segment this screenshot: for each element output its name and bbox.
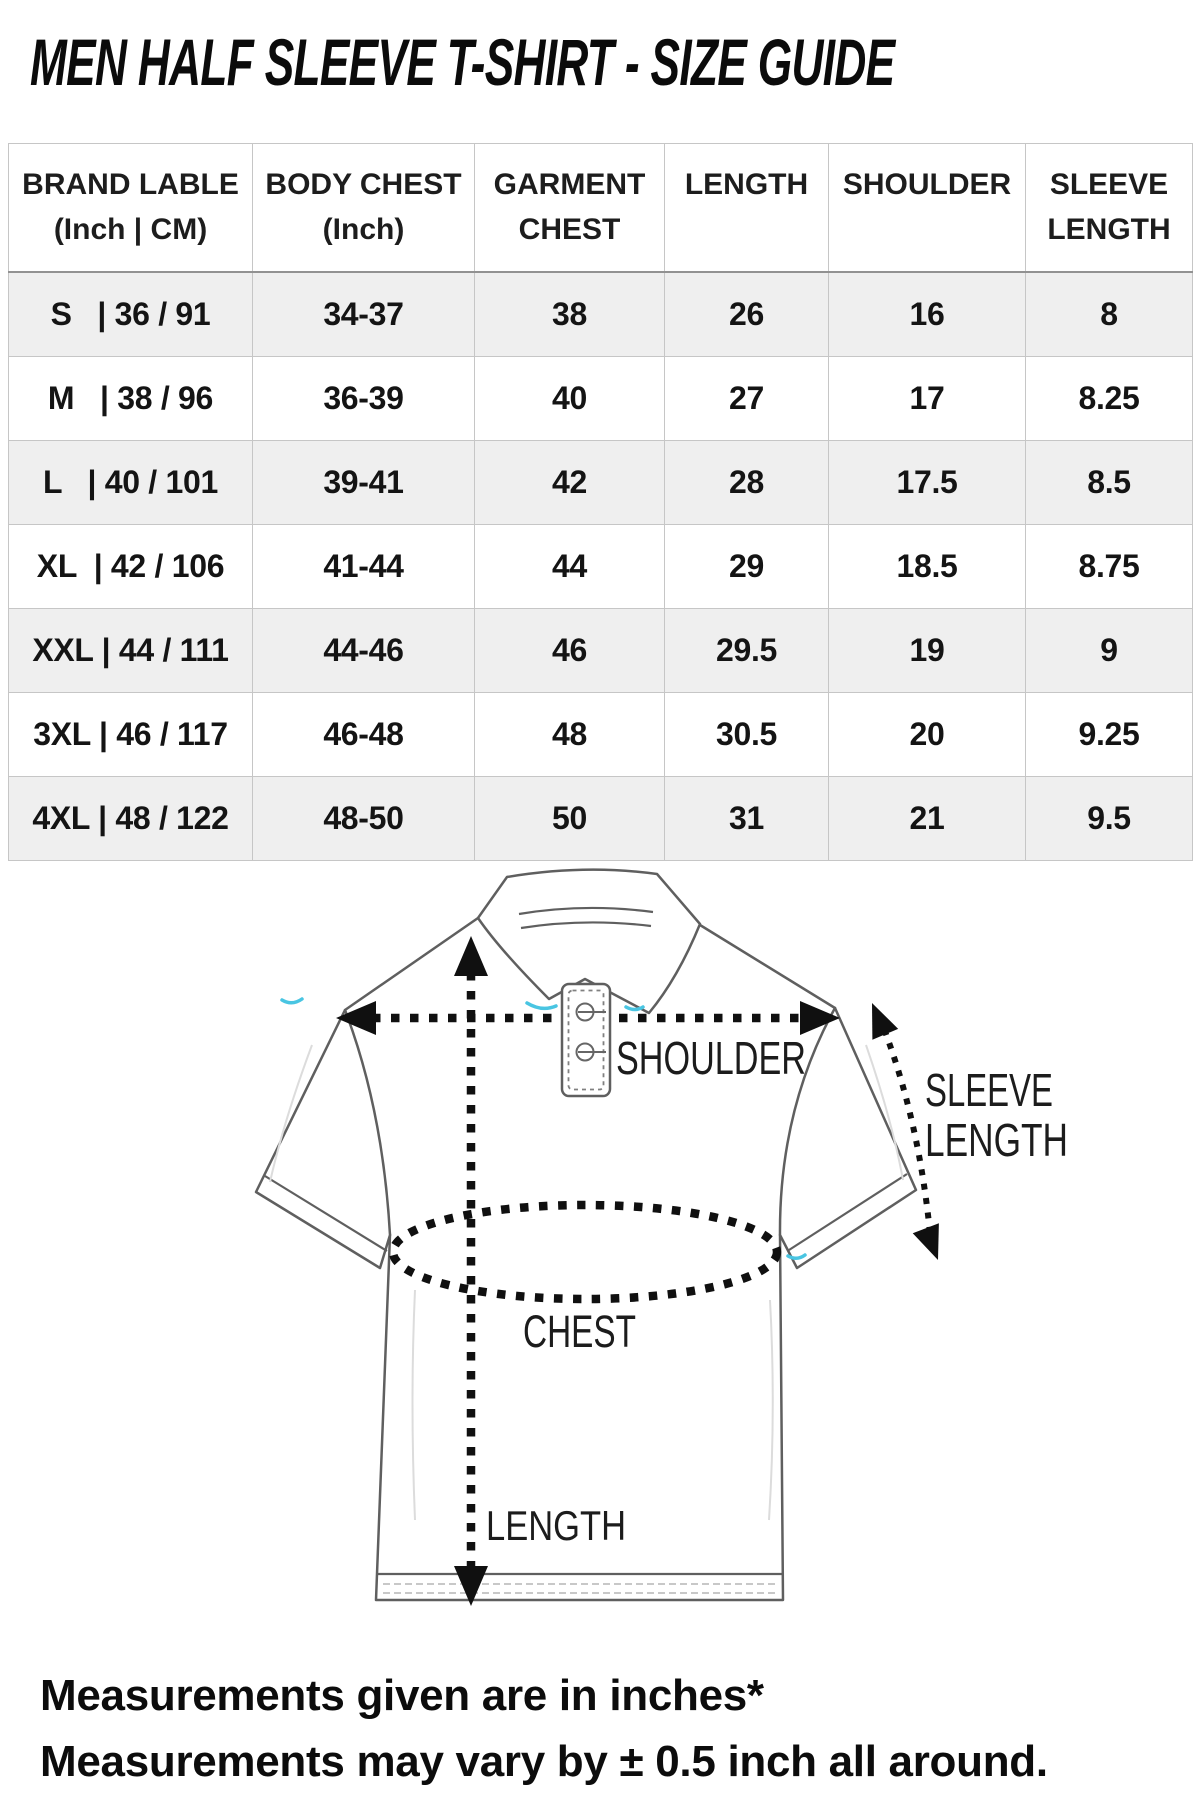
sleeve-length-label-line2: LENGTH: [925, 1114, 1068, 1166]
cell: 9: [1025, 608, 1193, 693]
cell: 42: [474, 440, 665, 525]
right-sleeve: [778, 1006, 918, 1270]
cell: 31: [664, 776, 829, 861]
cell: 18.5: [828, 524, 1026, 609]
polo-shirt-drawing: [254, 868, 918, 1602]
cell: XL | 42 / 106: [8, 524, 253, 609]
sleeve-length-label-line1: SLEEVE: [925, 1064, 1053, 1116]
cell: 50: [474, 776, 665, 861]
header-cell-shoulder: SHOULDER: [828, 143, 1026, 273]
table-row-xxl: XXL | 44 / 111 44-46 46 29.5 19 9: [8, 608, 1193, 693]
chest-ellipse: [388, 1200, 782, 1304]
cell: M | 38 / 96: [8, 356, 253, 441]
cyan-accent-marks: [280, 997, 807, 1260]
cell: 29.5: [664, 608, 829, 693]
cell: 17.5: [828, 440, 1026, 525]
left-sleeve: [254, 1008, 392, 1270]
header-cell-length: LENGTH: [664, 143, 829, 273]
cell: 34-37: [252, 271, 475, 357]
sleeve-length-arrow: [876, 1014, 934, 1245]
length-label: LENGTH: [486, 1502, 626, 1549]
cell: 26: [664, 271, 829, 357]
header-line1: BRAND LABLE: [22, 168, 239, 201]
header-cell-sleeve-length: SLEEVE LENGTH: [1025, 143, 1193, 273]
page-title: MEN HALF SLEEVE T-SHIRT - SIZE GUIDE: [30, 25, 895, 99]
header-cell-garment-chest: GARMENT CHEST: [474, 143, 665, 273]
header-line2: (Inch | CM): [53, 213, 208, 246]
cell: 17: [828, 356, 1026, 441]
header-line2: LENGTH: [1047, 213, 1171, 246]
cell: 21: [828, 776, 1026, 861]
cell: 3XL | 46 / 117: [8, 692, 253, 777]
cell: 30.5: [664, 692, 829, 777]
header-line1: BODY CHEST: [265, 168, 462, 201]
cell: 36-39: [252, 356, 475, 441]
cell: 8.75: [1025, 524, 1193, 609]
header-line1: SLEEVE: [1049, 168, 1169, 201]
cell: 28: [664, 440, 829, 525]
table-row-m: M | 38 / 96 36-39 40 27 17 8.25: [8, 356, 1193, 441]
shoulder-label: SHOULDER: [616, 1032, 806, 1084]
header-line2: (Inch): [322, 213, 405, 246]
header-cell-brand-lable: BRAND LABLE (Inch | CM): [8, 143, 253, 273]
cell: 29: [664, 524, 829, 609]
cell: 9.5: [1025, 776, 1193, 861]
table-row-4xl: 4XL | 48 / 122 48-50 50 31 21 9.5: [8, 776, 1193, 861]
right-cuff-band: [788, 1173, 908, 1251]
table-row-s: S | 36 / 91 34-37 38 26 16 8: [8, 271, 1193, 357]
cell: 41-44: [252, 524, 475, 609]
footer-note-inches: Measurements given are in inches*: [40, 1671, 764, 1720]
size-chart-table: BRAND LABLE (Inch | CM) BODY CHEST (Inch…: [8, 143, 1193, 861]
cell: 39-41: [252, 440, 475, 525]
cell: 8.5: [1025, 440, 1193, 525]
footer-note-tolerance: Measurements may vary by ± 0.5 inch all …: [40, 1737, 1048, 1786]
cell: 19: [828, 608, 1026, 693]
cell: 20: [828, 692, 1026, 777]
cell: 44: [474, 524, 665, 609]
cell: L | 40 / 101: [8, 440, 253, 525]
cell: 4XL | 48 / 122: [8, 776, 253, 861]
header-line1: LENGTH: [684, 168, 809, 201]
chest-label: CHEST: [523, 1306, 636, 1357]
collar: [476, 868, 702, 1015]
header-line1: SHOULDER: [842, 168, 1012, 201]
cell: 9.25: [1025, 692, 1193, 777]
button-placket: [560, 982, 612, 1098]
header-line2: CHEST: [518, 213, 621, 246]
table-row-xl: XL | 42 / 106 41-44 44 29 18.5 8.75: [8, 524, 1193, 609]
table-row-3xl: 3XL | 46 / 117 46-48 48 30.5 20 9.25: [8, 692, 1193, 777]
left-cuff-band: [264, 1175, 388, 1252]
arrowheads: [336, 936, 939, 1606]
header-line1: GARMENT: [493, 168, 646, 201]
table-header: BRAND LABLE (Inch | CM) BODY CHEST (Inch…: [8, 143, 1193, 273]
table-row-l: L | 40 / 101 39-41 42 28 17.5 8.5: [8, 440, 1193, 525]
cell: 16: [828, 271, 1026, 357]
cell: 38: [474, 271, 665, 357]
cell: 46-48: [252, 692, 475, 777]
